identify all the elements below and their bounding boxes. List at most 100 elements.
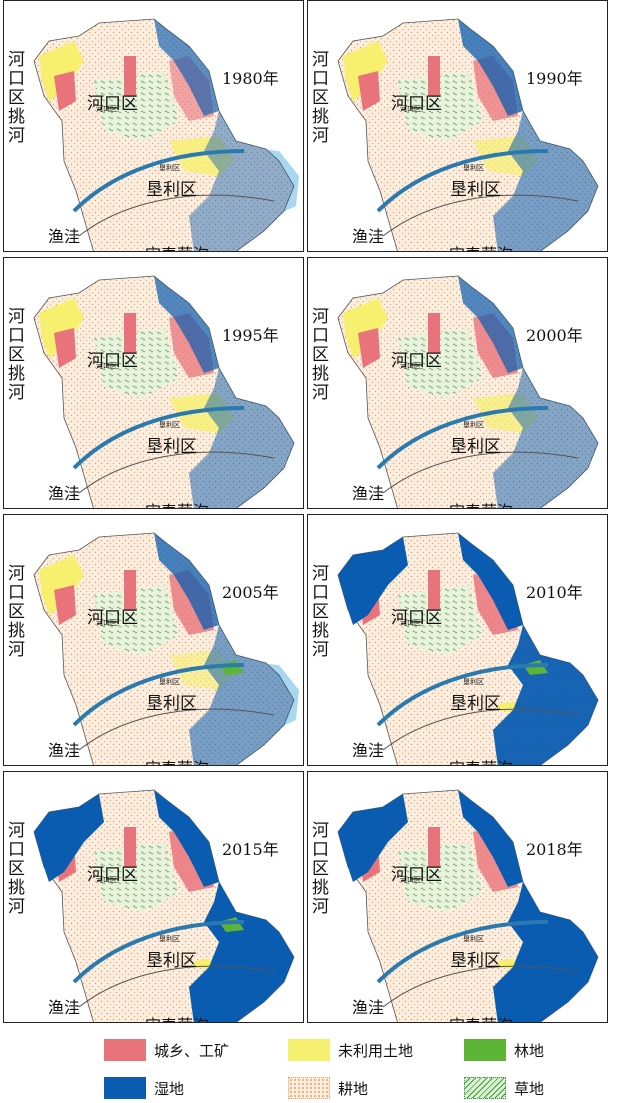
river-channel — [78, 451, 275, 494]
kenli-district-label: 垦利区 — [450, 180, 501, 200]
wetland-area — [154, 19, 219, 116]
grassland-area — [94, 328, 179, 398]
kenli-small-label: 垦利区 — [159, 421, 180, 429]
kenli-district-label: 垦利区 — [146, 180, 197, 200]
legend-swatch — [104, 1077, 146, 1099]
grassland-area — [94, 585, 179, 655]
river-channel — [78, 194, 275, 237]
kenli-district-label: 垦利区 — [146, 951, 197, 971]
river — [72, 149, 245, 213]
hekou-small-label: 河口区 — [400, 105, 421, 113]
yuwa-label: 渔洼 — [48, 998, 81, 1017]
hekou-tiaohe-label: 河口区挑河 — [312, 564, 329, 660]
kenli-district-label: 垦利区 — [146, 437, 197, 457]
wetland-area — [493, 625, 598, 765]
kenli-small-label: 垦利区 — [463, 935, 484, 943]
urban-area — [54, 585, 76, 625]
urban-area — [428, 313, 440, 353]
unused-land-area — [39, 41, 84, 101]
legend-swatch — [288, 1039, 330, 1061]
river — [72, 406, 245, 470]
songchunronggou-label: 宋春荣沟 — [449, 498, 513, 508]
urban-area — [54, 71, 76, 111]
map-panel: 1995年河口区挑河河口区河口区垦利区垦利区渔洼宋春荣沟 — [3, 257, 304, 509]
kenli-small-label: 垦利区 — [159, 164, 180, 172]
river-channel — [382, 708, 579, 751]
land-use-map — [337, 532, 599, 765]
year-label: 1995年 — [222, 326, 279, 345]
kenli-district-label: 垦利区 — [146, 694, 197, 714]
hekou-tiaohe-label: 河口区挑河 — [312, 821, 329, 917]
hekou-tiaohe-label: 河口区挑河 — [312, 50, 329, 146]
wetland-area — [493, 368, 598, 508]
urban-area — [358, 328, 380, 368]
unused-land-area — [39, 298, 84, 358]
urban-area — [124, 313, 136, 353]
legend-label: 草地 — [514, 1079, 545, 1098]
wetland-area — [189, 882, 294, 1022]
unused-land-area — [343, 41, 388, 101]
kenli-small-label: 垦利区 — [463, 421, 484, 429]
land-use-map — [33, 789, 295, 1022]
kenli-district-label: 垦利区 — [450, 951, 501, 971]
river — [376, 406, 549, 470]
hekou-small-label: 河口区 — [96, 619, 117, 627]
hekou-small-label: 河口区 — [400, 362, 421, 370]
hekou-tiaohe-label: 河口区挑河 — [8, 564, 25, 660]
wetland-area — [458, 533, 523, 630]
map-panel: 2018年河口区挑河河口区河口区垦利区垦利区渔洼宋春荣沟 — [307, 771, 608, 1023]
hekou-district-label: 河口区 — [391, 608, 442, 628]
kenli-district-label: 垦利区 — [450, 694, 501, 714]
legend-swatch — [464, 1039, 506, 1061]
kenli-district-label: 垦利区 — [450, 437, 501, 457]
map-panel-grid: 1980年河口区挑河河口区河口区垦利区垦利区渔洼宋春荣沟1990年河口区挑河河口… — [3, 0, 614, 1028]
yuwa-label: 渔洼 — [48, 741, 81, 760]
river — [72, 920, 245, 984]
legend-item: 未利用土地 — [288, 1039, 413, 1061]
wetland-area — [458, 790, 523, 887]
kenli-small-label: 垦利区 — [159, 678, 180, 686]
unused-land-area — [39, 555, 84, 615]
legend-swatch — [104, 1039, 146, 1061]
urban-area — [124, 827, 136, 867]
urban-area — [428, 570, 440, 610]
songchunronggou-label: 宋春荣沟 — [145, 755, 209, 765]
wetland-area — [154, 533, 219, 630]
wetland-area — [493, 882, 598, 1022]
hekou-tiaohe-label: 河口区挑河 — [312, 307, 329, 403]
hekou-small-label: 河口区 — [400, 876, 421, 884]
wetland-area — [154, 276, 219, 373]
hekou-small-label: 河口区 — [96, 876, 117, 884]
legend-item: 林地 — [464, 1039, 544, 1061]
yuwa-label: 渔洼 — [352, 484, 385, 503]
year-label: 1990年 — [526, 69, 583, 88]
songchunronggou-label: 宋春荣沟 — [449, 755, 513, 765]
hekou-small-label: 河口区 — [96, 105, 117, 113]
map-panel: 2015年河口区挑河河口区河口区垦利区垦利区渔洼宋春荣沟 — [3, 771, 304, 1023]
hekou-tiaohe-label: 河口区挑河 — [8, 307, 25, 403]
legend-label: 林地 — [514, 1041, 545, 1060]
legend-label: 未利用土地 — [338, 1041, 414, 1060]
map-panel: 2000年河口区挑河河口区河口区垦利区垦利区渔洼宋春荣沟 — [307, 257, 608, 509]
urban-area — [428, 827, 440, 867]
kenli-small-label: 垦利区 — [463, 164, 484, 172]
songchunronggou-label: 宋春荣沟 — [145, 241, 209, 251]
year-label: 2015年 — [222, 840, 279, 859]
wetland-area — [154, 790, 219, 887]
yuwa-label: 渔洼 — [352, 741, 385, 760]
hekou-district-label: 河口区 — [87, 608, 138, 628]
wetland-area — [493, 111, 598, 251]
legend-item: 湿地 — [104, 1077, 184, 1099]
legend-item: 耕地 — [288, 1077, 368, 1099]
year-label: 2000年 — [526, 326, 583, 345]
legend-label: 城乡、工矿 — [154, 1041, 230, 1060]
hekou-district-label: 河口区 — [87, 351, 138, 371]
hekou-district-label: 河口区 — [391, 351, 442, 371]
land-use-map — [337, 18, 599, 251]
year-label: 2010年 — [526, 583, 583, 602]
songchunronggou-label: 宋春荣沟 — [449, 1012, 513, 1022]
wetland-area — [338, 537, 408, 625]
grassland-area — [94, 842, 179, 912]
urban-area — [124, 56, 136, 96]
wetland-area — [189, 368, 294, 508]
